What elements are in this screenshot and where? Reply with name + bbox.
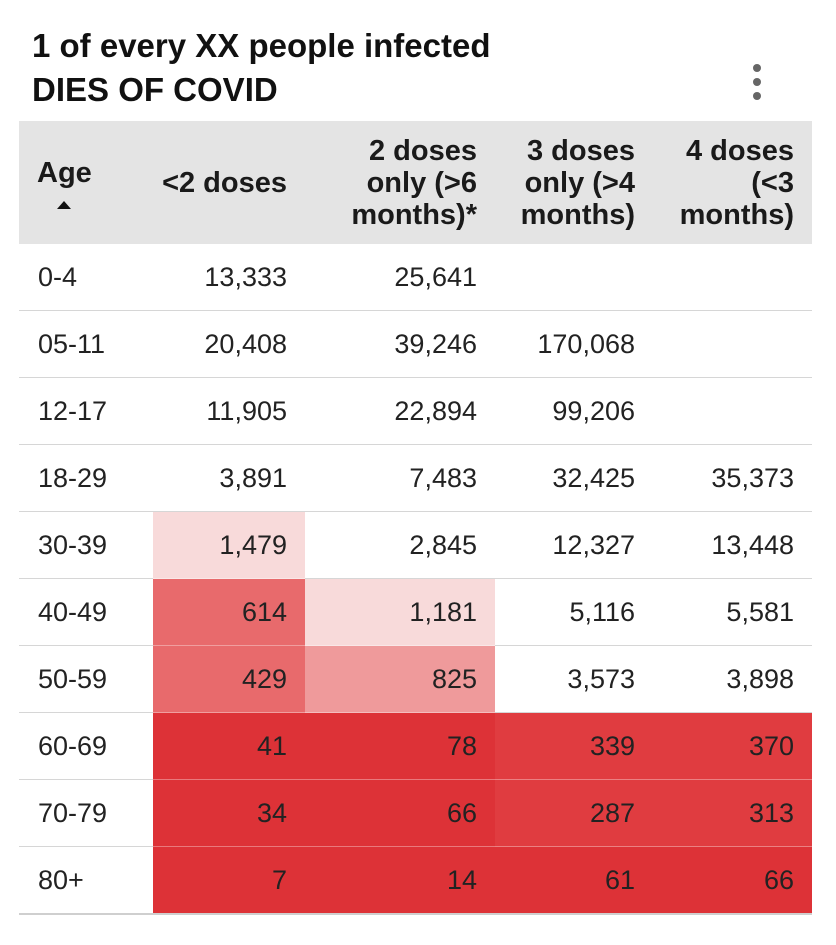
age-cell: 30-39 bbox=[19, 511, 153, 579]
header-label: 2 doses only (>6 months)* bbox=[351, 134, 477, 231]
value-cell: 22,894 bbox=[305, 377, 495, 445]
age-cell: 18-29 bbox=[19, 444, 153, 512]
table-row: 05-11 20,408 39,246 170,068 bbox=[19, 310, 812, 378]
value-cell: 614 bbox=[153, 578, 305, 646]
header-4-doses[interactable]: 4 doses (<3 months) bbox=[653, 121, 812, 244]
table-row: 18-29 3,891 7,483 32,425 35,373 bbox=[19, 444, 812, 512]
value-cell bbox=[495, 244, 653, 311]
value-cell: 1,181 bbox=[305, 578, 495, 646]
value-cell: 39,246 bbox=[305, 310, 495, 378]
header-3-doses[interactable]: 3 doses only (>4 months) bbox=[495, 121, 653, 244]
value-cell: 339 bbox=[495, 712, 653, 780]
table-row: 12-17 11,905 22,894 99,206 bbox=[19, 377, 812, 445]
title-line-2: DIES OF COVID bbox=[32, 71, 278, 108]
value-cell: 35,373 bbox=[653, 444, 812, 512]
header-label: 3 doses only (>4 months) bbox=[520, 134, 635, 231]
age-cell: 50-59 bbox=[19, 645, 153, 713]
age-cell: 12-17 bbox=[19, 377, 153, 445]
value-cell: 61 bbox=[495, 846, 653, 915]
value-cell: 370 bbox=[653, 712, 812, 780]
value-cell: 287 bbox=[495, 779, 653, 847]
value-cell: 170,068 bbox=[495, 310, 653, 378]
age-cell: 40-49 bbox=[19, 578, 153, 646]
value-cell: 7,483 bbox=[305, 444, 495, 512]
value-cell: 11,905 bbox=[153, 377, 305, 445]
value-cell: 34 bbox=[153, 779, 305, 847]
value-cell: 66 bbox=[305, 779, 495, 847]
value-cell: 14 bbox=[305, 846, 495, 915]
age-cell: 70-79 bbox=[19, 779, 153, 847]
value-cell bbox=[653, 310, 812, 378]
value-cell: 825 bbox=[305, 645, 495, 713]
value-cell: 13,333 bbox=[153, 244, 305, 311]
table-row: 60-69 41 78 339 370 bbox=[19, 712, 812, 780]
value-cell bbox=[653, 377, 812, 445]
table-row: 50-59 429 825 3,573 3,898 bbox=[19, 645, 812, 713]
age-cell: 80+ bbox=[19, 846, 153, 915]
header-age[interactable]: Age bbox=[19, 121, 153, 244]
table-body: 0-4 13,333 25,641 05-11 20,408 39,246 170,068 1… bbox=[19, 244, 812, 915]
value-cell: 313 bbox=[653, 779, 812, 847]
value-cell: 12,327 bbox=[495, 511, 653, 579]
header-label: Age bbox=[37, 156, 92, 189]
header-label: 4 doses (<3 months) bbox=[679, 134, 794, 231]
table-row: 40-49 614 1,181 5,116 5,581 bbox=[19, 578, 812, 646]
value-cell: 32,425 bbox=[495, 444, 653, 512]
value-cell: 5,581 bbox=[653, 578, 812, 646]
value-cell: 78 bbox=[305, 712, 495, 780]
menu-dot bbox=[753, 92, 761, 100]
age-cell: 05-11 bbox=[19, 310, 153, 378]
table-row: 80+ 7 14 61 66 bbox=[19, 846, 812, 915]
value-cell bbox=[653, 244, 812, 311]
deaths-table: Age <2 doses 2 doses only (>6 months)* 3… bbox=[19, 121, 812, 915]
menu-dot bbox=[753, 64, 761, 72]
age-cell: 0-4 bbox=[19, 244, 153, 311]
more-vertical-icon[interactable] bbox=[744, 64, 770, 100]
table-row: 70-79 34 66 287 313 bbox=[19, 779, 812, 847]
sort-ascending-icon bbox=[57, 200, 71, 209]
age-cell: 60-69 bbox=[19, 712, 153, 780]
header-2-doses[interactable]: 2 doses only (>6 months)* bbox=[305, 121, 495, 244]
menu-dot bbox=[753, 78, 761, 86]
chart-title: 1 of every XX people infected DIES OF CO… bbox=[32, 24, 491, 112]
value-cell: 99,206 bbox=[495, 377, 653, 445]
value-cell: 7 bbox=[153, 846, 305, 915]
value-cell: 429 bbox=[153, 645, 305, 713]
value-cell: 5,116 bbox=[495, 578, 653, 646]
value-cell: 3,573 bbox=[495, 645, 653, 713]
value-cell: 3,891 bbox=[153, 444, 305, 512]
value-cell: 13,448 bbox=[653, 511, 812, 579]
value-cell: 20,408 bbox=[153, 310, 305, 378]
value-cell: 2,845 bbox=[305, 511, 495, 579]
header-label: <2 doses bbox=[162, 166, 287, 199]
value-cell: 66 bbox=[653, 846, 812, 915]
value-cell: 3,898 bbox=[653, 645, 812, 713]
title-line-1: 1 of every XX people infected bbox=[32, 27, 491, 64]
header-row: Age <2 doses 2 doses only (>6 months)* 3… bbox=[19, 121, 812, 244]
table-row: 0-4 13,333 25,641 bbox=[19, 244, 812, 311]
value-cell: 41 bbox=[153, 712, 305, 780]
header-lt2-doses[interactable]: <2 doses bbox=[153, 121, 305, 244]
value-cell: 25,641 bbox=[305, 244, 495, 311]
value-cell: 1,479 bbox=[153, 511, 305, 579]
table-row: 30-39 1,479 2,845 12,327 13,448 bbox=[19, 511, 812, 579]
